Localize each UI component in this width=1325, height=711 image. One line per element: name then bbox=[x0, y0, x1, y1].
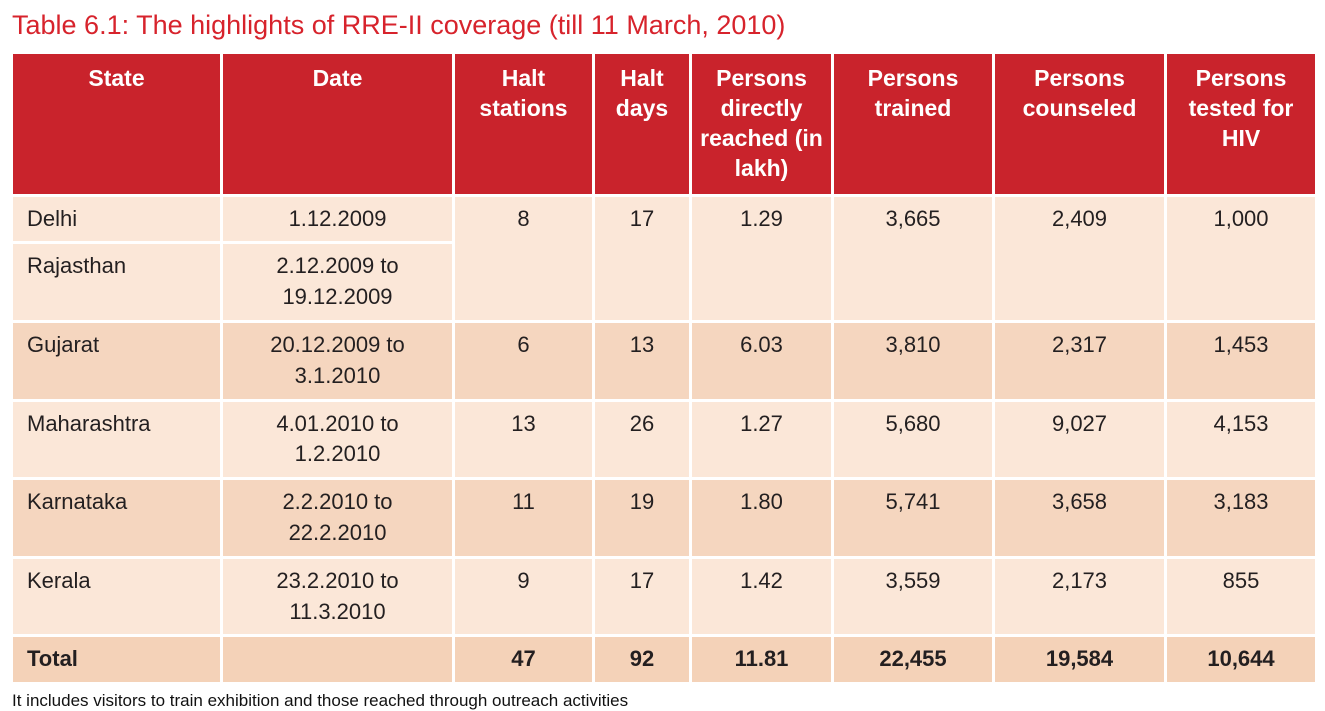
total-row: Total 47 92 11.81 22,455 19,584 10,644 bbox=[10, 634, 1318, 686]
halt-stations-cell: 13 bbox=[452, 398, 595, 481]
date-cell: 2.2.2010 to 22.2.2010 bbox=[220, 477, 455, 559]
table-caption: Table 6.1: The highlights of RRE-II cove… bbox=[12, 10, 786, 40]
date-cell: 20.12.2009 to 3.1.2010 bbox=[220, 319, 455, 402]
persons-tested-cell: 3,183 bbox=[1164, 477, 1318, 559]
persons-counseled-cell: 3,658 bbox=[992, 477, 1167, 559]
table-row-gujarat: Gujarat 20.12.2009 to 3.1.2010 6 13 6.03… bbox=[10, 319, 1318, 402]
persons-counseled-cell: 2,409 bbox=[992, 193, 1167, 323]
persons-tested-cell: 1,000 bbox=[1164, 193, 1318, 323]
state-cell: Rajasthan bbox=[10, 241, 223, 323]
persons-tested-cell: 1,453 bbox=[1164, 319, 1318, 402]
table-row-maharashtra: Maharashtra 4.01.2010 to 1.2.2010 13 26 … bbox=[10, 398, 1318, 481]
halt-stations-cell: 6 bbox=[452, 319, 595, 402]
col-header-date: Date bbox=[220, 51, 455, 197]
table-row-kerala: Kerala 23.2.2010 to 11.3.2010 9 17 1.42 … bbox=[10, 555, 1318, 638]
rre-coverage-table: State Date Halt stations Halt days Perso… bbox=[10, 51, 1318, 686]
persons-counseled-cell: 9,027 bbox=[992, 398, 1167, 481]
total-halt-days-cell: 92 bbox=[592, 634, 692, 686]
table-footnote: It includes visitors to train exhibition… bbox=[12, 691, 629, 711]
header-row: State Date Halt stations Halt days Perso… bbox=[10, 51, 1318, 197]
col-header-halt-stations: Halt stations bbox=[452, 51, 595, 197]
col-header-persons-reached: Persons directly reached (in lakh) bbox=[689, 51, 834, 197]
halt-stations-cell: 8 bbox=[452, 193, 595, 323]
halt-stations-cell: 9 bbox=[452, 555, 595, 638]
persons-reached-cell: 1.80 bbox=[689, 477, 834, 559]
total-persons-counseled-cell: 19,584 bbox=[992, 634, 1167, 686]
persons-trained-cell: 5,680 bbox=[831, 398, 995, 481]
date-cell: 2.12.2009 to 19.12.2009 bbox=[220, 241, 455, 323]
persons-trained-cell: 3,665 bbox=[831, 193, 995, 323]
state-cell: Kerala bbox=[10, 555, 223, 638]
total-persons-tested-cell: 10,644 bbox=[1164, 634, 1318, 686]
persons-reached-cell: 6.03 bbox=[689, 319, 834, 402]
persons-trained-cell: 5,741 bbox=[831, 477, 995, 559]
persons-counseled-cell: 2,173 bbox=[992, 555, 1167, 638]
persons-tested-cell: 4,153 bbox=[1164, 398, 1318, 481]
date-cell: 4.01.2010 to 1.2.2010 bbox=[220, 398, 455, 481]
persons-reached-cell: 1.29 bbox=[689, 193, 834, 323]
halt-days-cell: 17 bbox=[592, 193, 692, 323]
state-cell: Karnataka bbox=[10, 477, 223, 559]
halt-days-cell: 17 bbox=[592, 555, 692, 638]
total-date-cell bbox=[220, 634, 455, 686]
persons-trained-cell: 3,559 bbox=[831, 555, 995, 638]
halt-days-cell: 13 bbox=[592, 319, 692, 402]
col-header-persons-trained: Persons trained bbox=[831, 51, 995, 197]
table-row-rajasthan: Rajasthan 2.12.2009 to 19.12.2009 bbox=[10, 241, 1317, 323]
persons-tested-cell: 855 bbox=[1164, 555, 1318, 638]
total-label-cell: Total bbox=[10, 634, 223, 686]
state-cell: Delhi bbox=[10, 193, 223, 245]
table-row-delhi: Delhi 1.12.2009 8 17 1.29 3,665 2,409 1,… bbox=[10, 193, 1318, 323]
persons-reached-cell: 1.27 bbox=[689, 398, 834, 481]
persons-counseled-cell: 2,317 bbox=[992, 319, 1167, 402]
state-cell: Gujarat bbox=[10, 319, 223, 402]
col-header-halt-days: Halt days bbox=[592, 51, 692, 197]
table-row-karnataka: Karnataka 2.2.2010 to 22.2.2010 11 19 1.… bbox=[10, 477, 1318, 559]
halt-days-cell: 19 bbox=[592, 477, 692, 559]
total-persons-reached-cell: 11.81 bbox=[689, 634, 834, 686]
total-halt-stations-cell: 47 bbox=[452, 634, 595, 686]
date-cell: 23.2.2010 to 11.3.2010 bbox=[220, 555, 455, 638]
date-cell: 1.12.2009 bbox=[220, 193, 455, 245]
col-header-persons-counseled: Persons counseled bbox=[992, 51, 1167, 197]
persons-reached-cell: 1.42 bbox=[689, 555, 834, 638]
persons-trained-cell: 3,810 bbox=[831, 319, 995, 402]
col-header-state: State bbox=[10, 51, 223, 197]
halt-days-cell: 26 bbox=[592, 398, 692, 481]
col-header-persons-tested: Persons tested for HIV bbox=[1164, 51, 1318, 197]
halt-stations-cell: 11 bbox=[452, 477, 595, 559]
total-persons-trained-cell: 22,455 bbox=[831, 634, 995, 686]
state-cell: Maharashtra bbox=[10, 398, 223, 481]
